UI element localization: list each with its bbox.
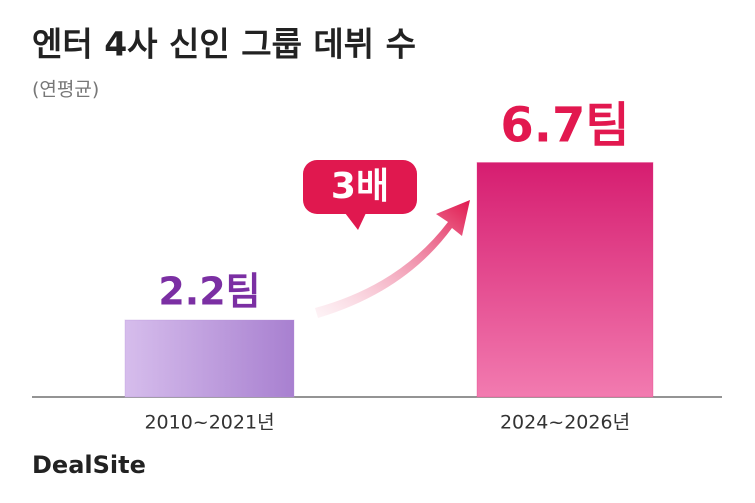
value-label: 6.7팀 bbox=[500, 98, 629, 154]
x-tick-label: 2024~2026년 bbox=[500, 412, 630, 434]
chart-subtitle: (연평균) bbox=[32, 79, 99, 101]
bar bbox=[124, 319, 295, 398]
chart-title: 엔터 4사 신인 그룹 데뷔 수 bbox=[32, 25, 416, 64]
annotation-bubble bbox=[303, 160, 417, 214]
value-label: 2.2팀 bbox=[158, 270, 260, 314]
growth-arrow bbox=[315, 200, 470, 318]
source-logo: DealSite bbox=[32, 451, 146, 479]
bubble-pointer bbox=[345, 213, 366, 230]
bar bbox=[476, 162, 654, 398]
annotation: 3배 bbox=[331, 166, 389, 207]
x-tick-label: 2010~2021년 bbox=[144, 412, 274, 434]
